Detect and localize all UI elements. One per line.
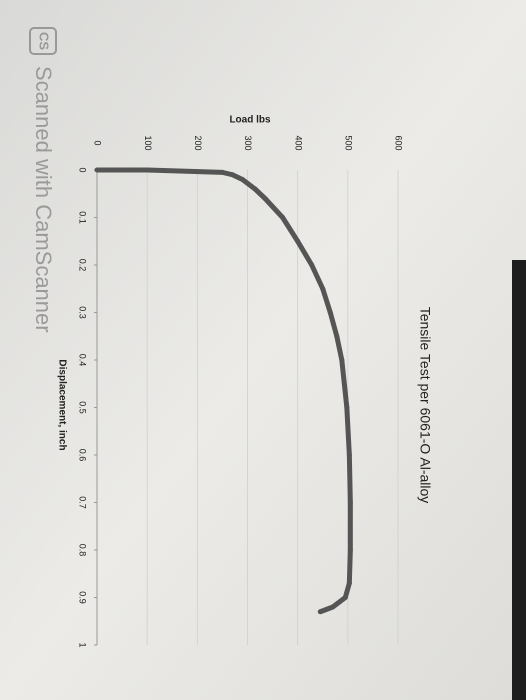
x-tick-label: 0.8 — [78, 544, 88, 557]
y-tick-label: 400 — [293, 135, 303, 150]
data-point — [317, 609, 323, 615]
data-line — [97, 167, 353, 615]
y-tick-label: 500 — [343, 135, 353, 150]
page-edge — [512, 260, 526, 700]
data-point — [347, 547, 353, 553]
y-tick-label: 200 — [193, 135, 203, 150]
data-point — [334, 333, 340, 339]
y-axis-title: Load lbs — [229, 115, 271, 126]
chart-title: Tensile Test per 6061-O Al-alloy — [417, 307, 433, 504]
data-point — [309, 262, 315, 268]
x-tick-label: 0.5 — [78, 401, 88, 414]
plot: 0 100 200 300 400 500 600 0 0.1 0.2 0.3 0.4 0.5 0.6 0.… — [78, 135, 404, 647]
data-point — [295, 238, 301, 244]
x-tick-label: 0.1 — [78, 211, 88, 224]
data-point — [339, 357, 345, 363]
data-point — [252, 186, 258, 192]
data-point — [342, 595, 348, 600]
x-axis-title: Displacement, inch — [56, 359, 67, 450]
data-point — [346, 452, 352, 458]
data-point — [344, 405, 350, 410]
x-tick-label: 0 — [78, 167, 88, 172]
data-point — [219, 169, 225, 175]
watermark: Scanned with CamScanner — [31, 66, 56, 333]
x-tick-label: 0.7 — [78, 496, 88, 509]
data-point — [144, 167, 150, 173]
x-tick-label: 0.6 — [78, 449, 88, 462]
data-point — [346, 580, 352, 586]
x-tick-label: 1 — [78, 642, 88, 647]
y-tick-label: 0 — [93, 140, 103, 145]
y-tick-label: 100 — [143, 135, 153, 150]
data-point — [94, 167, 100, 173]
logo-box — [29, 27, 57, 55]
x-tick-label: 0.4 — [78, 354, 88, 367]
data-point — [262, 196, 268, 201]
y-tick-label: 600 — [394, 135, 404, 150]
data-point — [280, 215, 286, 220]
y-tick-label: 300 — [243, 135, 253, 150]
data-point — [347, 500, 353, 505]
data-point — [320, 286, 326, 292]
data-point — [327, 310, 333, 315]
data-point — [239, 177, 245, 182]
logo: CS — [37, 32, 52, 50]
x-tick-label: 0.3 — [78, 306, 88, 319]
data-point — [229, 172, 235, 178]
x-tick-label: 0.2 — [78, 259, 88, 272]
x-tick-label: 0.9 — [78, 591, 88, 604]
data-point — [330, 604, 336, 610]
